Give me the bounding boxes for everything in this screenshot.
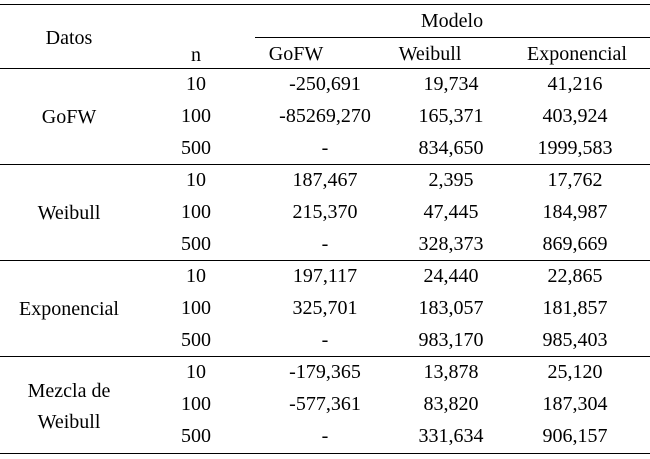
cell-n: 10 <box>186 361 206 383</box>
cell-value: 184,987 <box>542 201 608 223</box>
cell-value: 985,403 <box>542 329 608 351</box>
cell-n: 100 <box>181 297 211 319</box>
cell-value: -577,361 <box>289 393 361 415</box>
group-divider <box>0 260 650 261</box>
cell-n: 10 <box>186 169 206 191</box>
header-model-gofw: GoFW <box>268 43 324 65</box>
cell-value: 83,820 <box>423 393 479 415</box>
cell-value: -250,691 <box>289 73 361 95</box>
cell-value: 165,371 <box>418 105 484 127</box>
cell-value: - <box>321 425 329 447</box>
cell-n: 100 <box>181 105 211 127</box>
cell-n: 100 <box>181 201 211 223</box>
header-model-weibull: Weibull <box>398 43 462 65</box>
cell-value: 403,924 <box>542 105 608 127</box>
cell-n: 100 <box>181 393 211 415</box>
cell-value: 906,157 <box>542 425 608 447</box>
cell-value: - <box>321 233 329 255</box>
cell-n: 500 <box>181 425 211 447</box>
modelo-underline <box>255 37 650 38</box>
cell-value: 834,650 <box>418 137 484 159</box>
cell-value: - <box>321 329 329 351</box>
cell-value: 197,117 <box>292 265 358 287</box>
group-label: Mezcla de <box>27 380 111 402</box>
top-rule <box>0 4 650 5</box>
cell-value: 325,701 <box>292 297 358 319</box>
cell-value: 1999,583 <box>537 137 613 159</box>
group-label: Weibull <box>37 411 101 433</box>
cell-value: 328,373 <box>418 233 484 255</box>
header-modelo: Modelo <box>420 10 484 32</box>
header-n: n <box>191 44 201 66</box>
cell-n: 500 <box>181 233 211 255</box>
cell-value: 983,170 <box>418 329 484 351</box>
group-divider <box>0 356 650 357</box>
cell-value: 2,395 <box>428 169 474 191</box>
cell-value: 19,734 <box>423 73 479 95</box>
cell-value: 183,057 <box>418 297 484 319</box>
cell-n: 500 <box>181 329 211 351</box>
cell-value: 187,467 <box>292 169 358 191</box>
cell-value: 17,762 <box>547 169 603 191</box>
header-model-exponencial: Exponencial <box>527 43 627 65</box>
cell-value: 22,865 <box>547 265 603 287</box>
cell-value: 13,878 <box>423 361 479 383</box>
cell-value: 41,216 <box>547 73 603 95</box>
cell-value: -85269,270 <box>279 105 371 127</box>
cell-value: 181,857 <box>542 297 608 319</box>
header-datos: Datos <box>45 27 93 49</box>
cell-n: 500 <box>181 137 211 159</box>
group-divider <box>0 164 650 165</box>
cell-value: 47,445 <box>423 201 479 223</box>
cell-value: 331,634 <box>418 425 484 447</box>
group-label: Exponencial <box>19 297 119 320</box>
header-bottom-rule <box>0 68 650 69</box>
cell-value: 24,440 <box>423 265 479 287</box>
cell-n: 10 <box>186 265 206 287</box>
cell-value: 25,120 <box>547 361 603 383</box>
cell-n: 10 <box>186 73 206 95</box>
cell-value: 869,669 <box>542 233 608 255</box>
cell-value: 187,304 <box>542 393 608 415</box>
cell-value: 215,370 <box>292 201 358 223</box>
bottom-rule <box>0 453 650 454</box>
group-label: Weibull <box>37 201 101 224</box>
cell-value: -179,365 <box>289 361 361 383</box>
cell-value: - <box>321 137 329 159</box>
group-label: GoFW <box>41 105 97 128</box>
